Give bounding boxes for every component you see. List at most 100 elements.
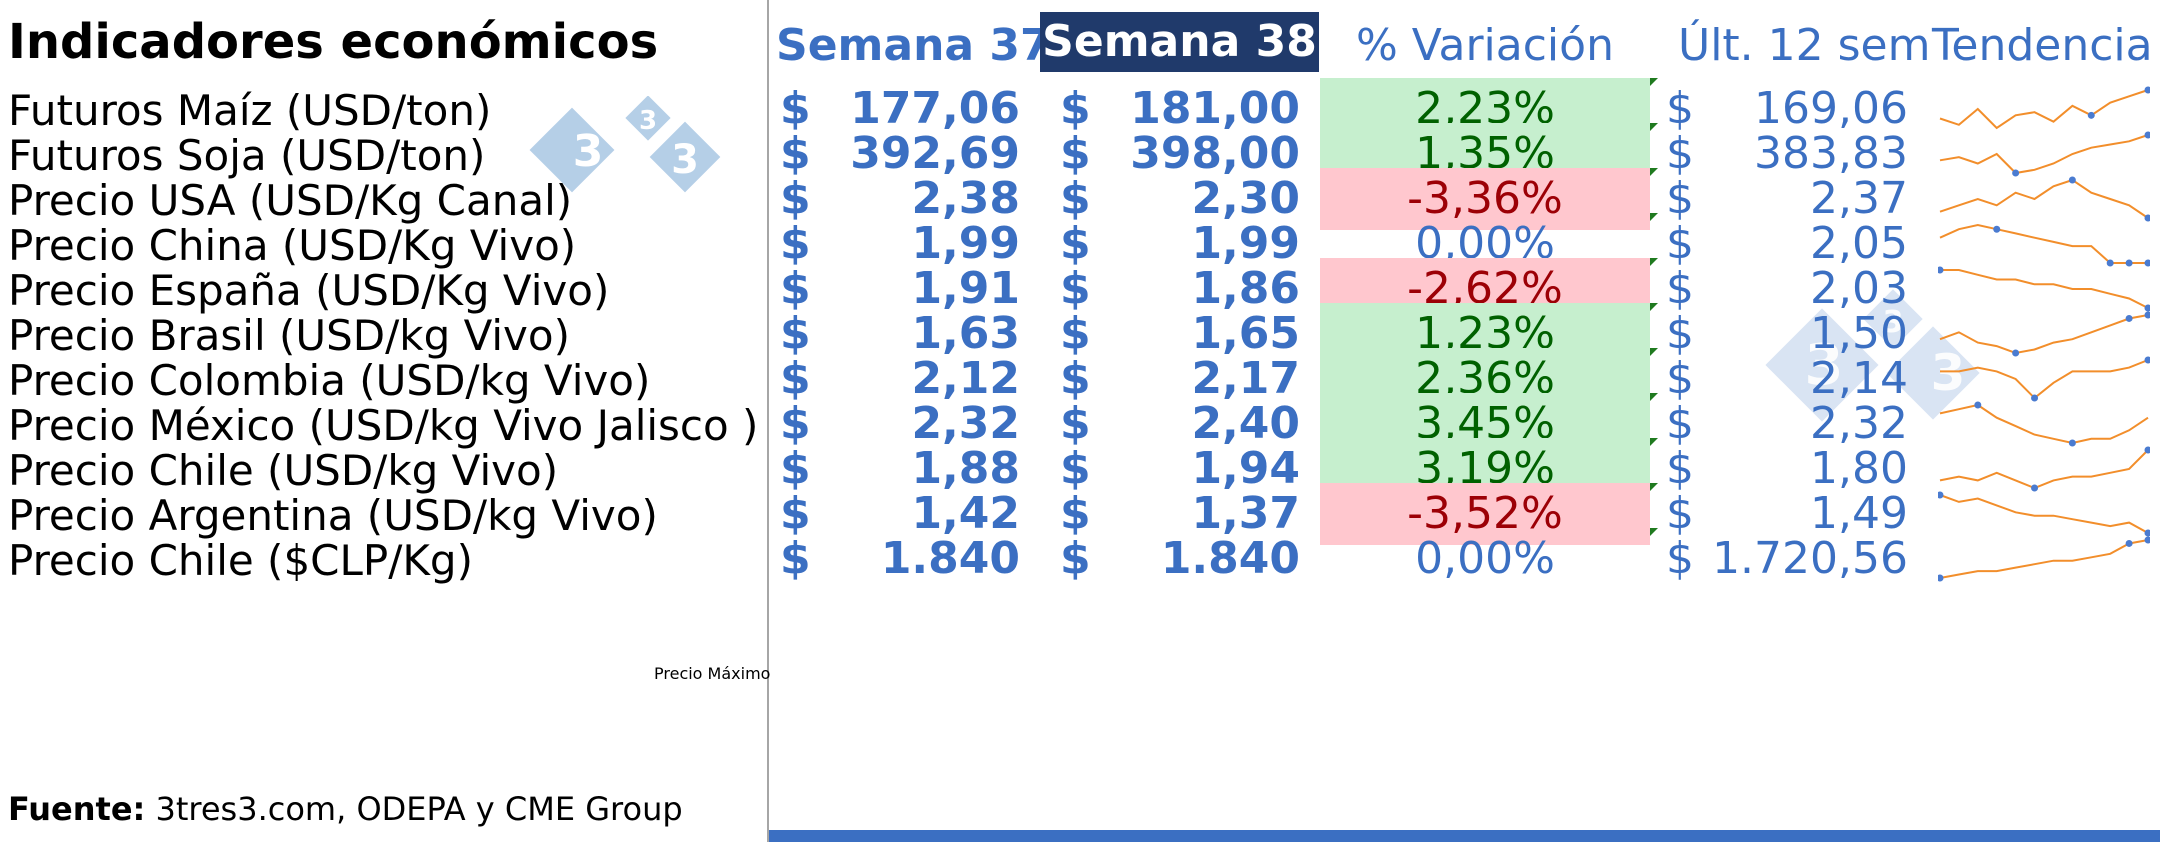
trend-sparkline <box>1939 86 2150 130</box>
header-semana-38: Semana 38 <box>1040 12 1319 72</box>
trend-sparkline <box>1938 266 2150 312</box>
sparkline-marker <box>2125 539 2133 547</box>
row-label: Precio Brasil (USD/kg Vivo) <box>8 311 570 360</box>
trend-sparkline <box>1939 311 2150 357</box>
sparkline-marker <box>2144 214 2150 222</box>
value-semana-38: 1,86 <box>1191 263 1300 314</box>
value-semana-38: 2,30 <box>1191 173 1300 224</box>
trend-sparkline <box>1940 356 2150 402</box>
sparkline-marker <box>2144 259 2150 267</box>
trend-sparkline <box>1938 536 2150 582</box>
trend-sparkline <box>1939 446 2150 492</box>
currency-symbol: $ <box>1666 218 1694 269</box>
sparkline-marker <box>2068 176 2076 184</box>
currency-symbol: $ <box>1060 218 1091 269</box>
value-semana-38: 1,37 <box>1191 488 1300 539</box>
row-label: Precio Chile (USD/kg Vivo) <box>8 446 559 495</box>
currency-symbol: $ <box>1666 263 1694 314</box>
sparkline-marker <box>1938 491 1944 499</box>
currency-symbol: $ <box>1666 353 1694 404</box>
value-ultimas-12: 2,05 <box>1810 218 1908 269</box>
sparkline-marker <box>1993 225 2001 233</box>
trend-sparkline <box>1939 131 2150 177</box>
value-ultimas-12: 2,37 <box>1810 173 1908 224</box>
value-semana-38: 1,99 <box>1191 218 1300 269</box>
sparkline-marker <box>1938 574 1944 582</box>
sparkline-line <box>1939 89 2149 130</box>
value-semana-38: 181,00 <box>1130 83 1300 134</box>
value-semana-38: 1,65 <box>1191 308 1300 359</box>
currency-symbol: $ <box>780 353 811 404</box>
row-label: Precio Chile ($CLP/Kg) <box>8 536 473 585</box>
value-ultimas-12: 2,03 <box>1810 263 1908 314</box>
trend-sparkline <box>1939 401 2149 447</box>
cell-comment-marker <box>1650 78 1658 86</box>
sparkline-marker <box>2031 484 2039 492</box>
trend-sparkline <box>1939 223 2150 267</box>
currency-symbol: $ <box>780 488 811 539</box>
value-semana-37: 392,69 <box>850 128 1020 179</box>
trend-sparkline <box>1938 491 2150 537</box>
sparkline-marker <box>1938 266 1944 274</box>
sparkline-line <box>1939 178 2149 219</box>
sparkline-marker <box>2012 349 2020 357</box>
value-semana-38: 2,17 <box>1191 353 1300 404</box>
value-semana-37: 2,38 <box>911 173 1020 224</box>
currency-symbol: $ <box>1666 488 1694 539</box>
sparkline-marker <box>2144 446 2150 454</box>
value-ultimas-12: 1,49 <box>1810 488 1908 539</box>
value-ultimas-12: 169,06 <box>1754 83 1908 134</box>
currency-symbol: $ <box>1666 128 1694 179</box>
cell-comment-marker <box>1650 123 1658 131</box>
currency-symbol: $ <box>780 173 811 224</box>
watermark-digit: 3 <box>1805 333 1844 398</box>
currency-symbol: $ <box>1060 173 1091 224</box>
row-label: Precio Argentina (USD/kg Vivo) <box>8 491 658 540</box>
value-semana-37: 1,88 <box>911 443 1020 494</box>
footer-source: Fuente: 3tres3.com, ODEPA y CME Group <box>8 790 683 828</box>
currency-symbol: $ <box>780 533 811 584</box>
row-label: Precio USA (USD/Kg Canal) <box>8 176 573 225</box>
currency-symbol: $ <box>1666 308 1694 359</box>
note-precio-maximo: Precio Máximo <box>654 664 771 683</box>
sparkline-marker <box>2144 536 2150 544</box>
value-variacion: -3,52% <box>1320 483 1650 545</box>
watermark-digit: 3 <box>1883 305 1904 340</box>
cell-comment-marker <box>1650 303 1658 311</box>
value-semana-38: 398,00 <box>1130 128 1300 179</box>
currency-symbol: $ <box>780 398 811 449</box>
currency-symbol: $ <box>1666 443 1694 494</box>
currency-symbol: $ <box>1666 533 1694 584</box>
currency-symbol: $ <box>1666 173 1694 224</box>
sparkline-line <box>1939 223 2148 264</box>
watermark-digit: 3 <box>671 137 699 183</box>
sparkline-line <box>1939 494 2149 534</box>
row-label: Futuros Maíz (USD/ton) <box>8 86 492 135</box>
currency-symbol: $ <box>780 308 811 359</box>
sparkline-line <box>1939 539 2149 579</box>
sparkline-line <box>1939 403 2149 445</box>
currency-symbol: $ <box>1060 308 1091 359</box>
watermark-digit: 3 <box>1931 344 1966 402</box>
sparkline-marker <box>2144 311 2150 319</box>
sparkline-line <box>1939 134 2149 175</box>
value-ultimas-12: 1.720,56 <box>1712 533 1908 584</box>
footer-label: Fuente: <box>8 790 146 828</box>
header-semana-37: Semana 37 <box>776 20 1051 71</box>
currency-symbol: $ <box>1060 488 1091 539</box>
sparkline-line <box>1940 359 2149 400</box>
cell-comment-marker <box>1650 348 1658 356</box>
row-label: Precio China (USD/Kg Vivo) <box>8 221 577 270</box>
currency-symbol: $ <box>1666 398 1694 449</box>
value-semana-37: 177,06 <box>850 83 1020 134</box>
sparkline-marker <box>2012 169 2020 177</box>
value-semana-37: 1,42 <box>911 488 1020 539</box>
currency-symbol: $ <box>780 83 811 134</box>
currency-symbol: $ <box>1060 353 1091 404</box>
sparkline-line <box>1939 449 2149 490</box>
value-ultimas-12: 1,50 <box>1810 308 1908 359</box>
value-ultimas-12: 1,80 <box>1810 443 1908 494</box>
cell-comment-marker <box>1650 258 1658 266</box>
currency-symbol: $ <box>780 218 811 269</box>
currency-symbol: $ <box>780 128 811 179</box>
